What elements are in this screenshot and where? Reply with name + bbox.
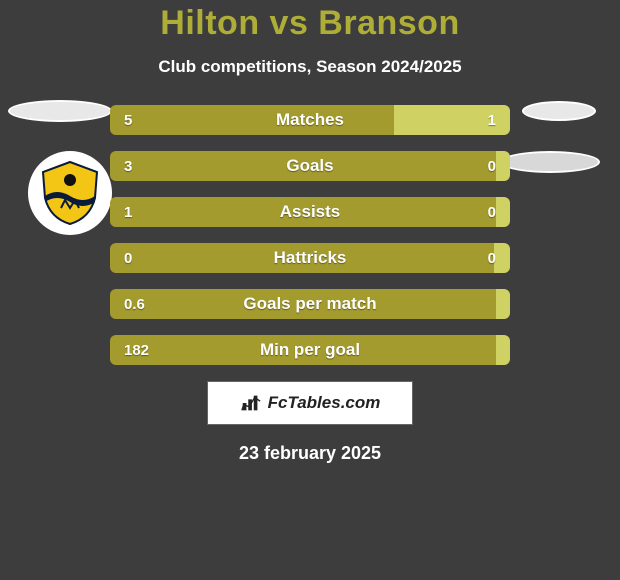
source-label: FcTables.com <box>268 393 381 413</box>
subtitle: Club competitions, Season 2024/2025 <box>0 57 620 77</box>
stat-row: 182 Min per goal <box>110 335 510 365</box>
stat-bar-left: 5 <box>110 105 394 135</box>
stat-bar-right <box>496 289 510 319</box>
club-crest-left <box>28 151 112 235</box>
stat-bar-right: 0 <box>496 197 510 227</box>
stat-value-left: 1 <box>124 204 132 221</box>
player-avatar-left-top <box>8 100 112 122</box>
stat-value-left: 0.6 <box>124 296 145 313</box>
stat-row: 5 1 Matches <box>110 105 510 135</box>
player-avatar-right-top <box>522 101 596 121</box>
infographic-container: Hilton vs Branson Club competitions, Sea… <box>0 0 620 580</box>
stat-value-right: 0 <box>488 250 496 267</box>
crest-icon <box>35 158 105 228</box>
chart-area: 51Matches30Goals10Assists00Hattricks0.6G… <box>0 105 620 365</box>
stat-row: 0.6 Goals per match <box>110 289 510 319</box>
stat-bar-right: 1 <box>394 105 510 135</box>
stat-label: Hattricks <box>274 248 347 268</box>
date-label: 23 february 2025 <box>0 443 620 464</box>
stat-row: 3 0 Goals <box>110 151 510 181</box>
stat-row: 00Hattricks <box>110 243 510 273</box>
stat-value-right: 0 <box>488 158 496 175</box>
crest-ball <box>64 174 76 186</box>
stat-value-left: 0 <box>124 250 132 267</box>
stat-value-right: 1 <box>488 112 496 129</box>
chart-icon <box>240 392 262 414</box>
stat-bar-right: 0 <box>494 243 510 273</box>
page-title: Hilton vs Branson <box>0 4 620 43</box>
stat-bar-right <box>496 335 510 365</box>
stat-label: Matches <box>276 110 344 130</box>
stat-value-right: 0 <box>488 204 496 221</box>
stat-value-left: 182 <box>124 342 149 359</box>
player-avatar-right-2 <box>500 151 600 173</box>
source-badge: FcTables.com <box>207 381 413 425</box>
stat-value-left: 5 <box>124 112 132 129</box>
stat-value-left: 3 <box>124 158 132 175</box>
stat-label: Assists <box>280 202 340 222</box>
stat-label: Goals <box>286 156 333 176</box>
stat-label: Goals per match <box>243 294 376 314</box>
stat-row: 1 0 Assists <box>110 197 510 227</box>
stat-label: Min per goal <box>260 340 360 360</box>
stat-bar-right: 0 <box>496 151 510 181</box>
